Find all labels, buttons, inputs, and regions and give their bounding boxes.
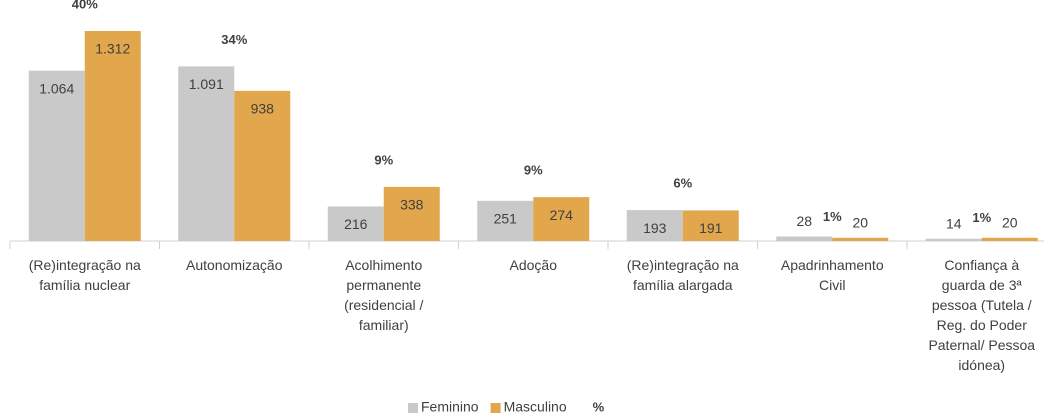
bar — [234, 90, 291, 241]
percent-label: 6% — [673, 176, 692, 191]
percent-label: 40% — [72, 0, 98, 11]
bar — [477, 200, 534, 241]
legend-swatch — [490, 403, 501, 413]
x-tick-label: Adoção — [510, 257, 558, 273]
bar — [533, 197, 590, 241]
value-label: 216 — [344, 216, 368, 232]
legend-label: Feminino — [421, 399, 479, 414]
legend-label: % — [593, 399, 605, 414]
bar — [383, 186, 440, 241]
value-label: 274 — [550, 207, 574, 223]
value-label: 193 — [643, 220, 667, 236]
value-label: 251 — [494, 211, 518, 227]
bar — [626, 210, 683, 241]
bar — [832, 237, 889, 241]
legend-label: Masculino — [504, 399, 567, 414]
bar — [776, 236, 833, 241]
bar — [682, 210, 739, 241]
percent-label: 1% — [823, 209, 842, 224]
value-label: 338 — [400, 197, 424, 213]
value-label: 20 — [1002, 215, 1018, 231]
value-label: 14 — [946, 215, 962, 231]
value-label: 191 — [699, 220, 723, 236]
percent-label: 34% — [221, 32, 247, 47]
value-label: 28 — [796, 213, 812, 229]
x-tick-label: Apadrinhamento Civil — [781, 257, 884, 293]
bar — [327, 206, 384, 241]
legend-swatch — [408, 403, 418, 413]
x-tick-label: Autonomização — [186, 257, 283, 273]
bar — [28, 70, 85, 241]
value-label: 20 — [852, 215, 868, 231]
value-label: 938 — [251, 101, 275, 117]
x-tick-label: (Re)integração na família alargada — [627, 257, 739, 293]
x-tick-label: (Re)integração na família nuclear — [29, 257, 141, 293]
bar — [925, 238, 982, 241]
percent-label: 9% — [374, 152, 393, 167]
percent-label: 1% — [972, 210, 991, 225]
x-tick-label: Acolhimento permanente (residencial / famil… — [344, 257, 423, 333]
value-label: 1.064 — [39, 80, 74, 96]
bar — [981, 237, 1038, 241]
bar — [178, 66, 235, 241]
value-label: 1.312 — [95, 41, 130, 57]
value-label: 1.091 — [189, 76, 224, 92]
x-tick-label: Confiança à guarda de 3ª pessoa (Tutela / R… — [928, 257, 1035, 373]
bar — [84, 31, 141, 241]
percent-label: 9% — [524, 163, 543, 178]
